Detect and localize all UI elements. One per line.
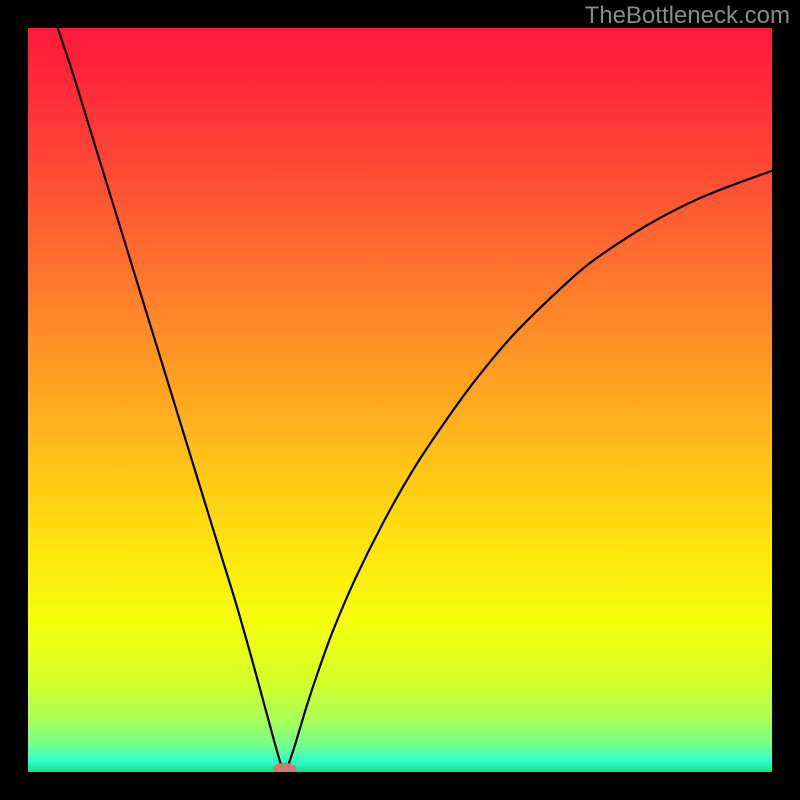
chart-container: TheBottleneck.com [0,0,800,800]
watermark-text: TheBottleneck.com [585,2,790,30]
plot-area [28,28,772,772]
gradient-background [28,28,772,772]
plot-svg [28,28,772,772]
